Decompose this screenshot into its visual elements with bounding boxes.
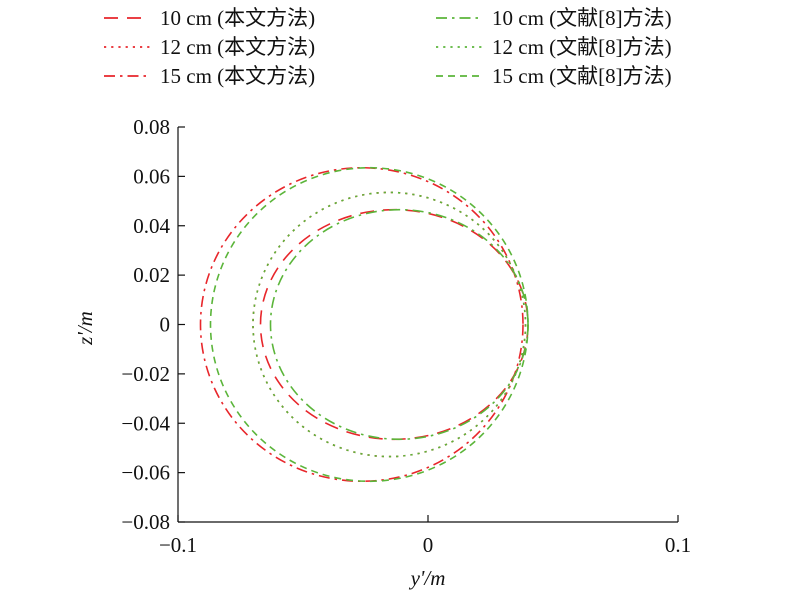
legend-entry: 15 cm (本文方法) (104, 64, 315, 88)
legend-entry: 10 cm (本文方法) (104, 6, 315, 30)
y-tick-label: 0 (160, 313, 171, 337)
series-curve-5 (252, 191, 527, 458)
series-curve-2 (252, 191, 527, 458)
x-tick-label: −0.1 (159, 533, 197, 557)
legend-label: 12 cm (本文方法) (160, 35, 315, 59)
axes: 0.08 0.06 0.04 0.02 0 −0.02 −0.04 −0.06 −0.08−0.… (121, 115, 691, 557)
x-axis-label: y'/m (409, 566, 446, 590)
y-tick-label: 0.02 (133, 263, 170, 287)
legend-label: 15 cm (本文方法) (160, 64, 315, 88)
y-tick-label: −0.06 (121, 461, 170, 485)
y-tick-label: −0.08 (121, 510, 170, 534)
x-tick-label: 0 (423, 533, 434, 557)
series-layer (199, 166, 529, 483)
legend: 10 cm (本文方法) 12 cm (本文方法) 15 cm (本文方法) 10 c… (104, 6, 672, 88)
y-tick-label: −0.02 (121, 362, 170, 386)
legend-label: 10 cm (文献[8]方法) (492, 6, 672, 30)
y-tick-label: 0.08 (133, 115, 170, 139)
series-curve-3 (199, 166, 524, 483)
legend-entry: 12 cm (本文方法) (104, 35, 315, 59)
legend-entry: 10 cm (文献[8]方法) (436, 6, 672, 30)
y-axis-label: z'/m (73, 311, 97, 346)
legend-label: 15 cm (文献[8]方法) (492, 64, 672, 88)
y-tick-label: 0.04 (133, 214, 170, 238)
legend-label: 10 cm (本文方法) (160, 6, 315, 30)
legend-entry: 12 cm (文献[8]方法) (436, 35, 672, 59)
x-tick-label: 0.1 (665, 533, 691, 557)
series-curve-6 (209, 166, 529, 483)
legend-label: 12 cm (文献[8]方法) (492, 35, 672, 59)
series-curve-1 (259, 208, 529, 441)
legend-entry: 15 cm (文献[8]方法) (436, 64, 672, 88)
y-tick-label: −0.04 (121, 411, 170, 435)
y-tick-label: 0.06 (133, 164, 170, 188)
